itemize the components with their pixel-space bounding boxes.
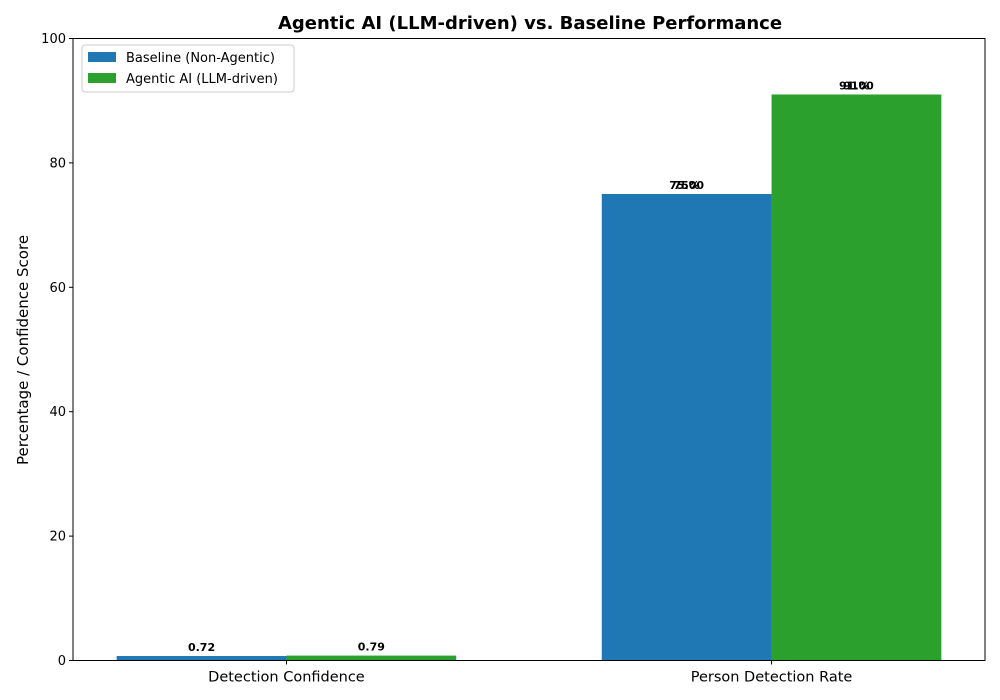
data-label: 75.00 [669,179,704,192]
y-axis-ticks: 0 20 40 60 80 100 [41,32,73,669]
data-label: 75% [673,179,699,192]
bar [601,194,772,661]
legend-swatch [88,52,116,62]
x-axis-categories: Detection Confidence Person Detection Rat… [208,660,853,686]
y-tick-label: 100 [41,32,66,47]
chart-title: Agentic AI (LLM-driven) vs. Baseline Per… [278,13,782,34]
legend-label: Agentic AI (LLM-driven) [126,72,278,87]
bar [771,94,942,661]
y-axis-label: Percentage / Confidence Score [14,235,32,465]
legend-swatch [88,73,116,83]
category-label: Person Detection Rate [691,670,853,686]
data-label: 91% [843,79,869,92]
bars [116,94,942,661]
plot-frame [72,38,986,661]
data-label: 0.72 [188,641,215,654]
legend-box [81,44,295,93]
legend-label: Baseline (Non-Agentic) [126,51,275,66]
data-labels: 0.72 75%75.00 0.79 91%91.00 [188,79,874,654]
bar [116,656,287,661]
category-label: Detection Confidence [208,670,365,686]
data-label: 91.00 [839,79,874,92]
data-label: 0.79 [358,641,385,654]
legend: Baseline (Non-Agentic) Agentic AI (LLM-dr… [81,44,295,93]
y-tick-label: 0 [58,654,66,669]
y-tick-label: 60 [49,281,66,296]
y-tick-label: 20 [49,530,66,545]
y-tick-label: 80 [49,156,66,171]
bar [286,655,457,661]
y-tick-label: 40 [49,405,66,420]
